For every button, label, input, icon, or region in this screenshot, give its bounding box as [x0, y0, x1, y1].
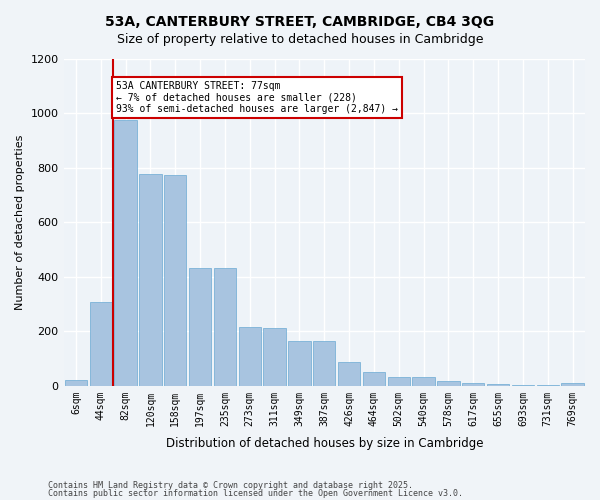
Bar [536, 385, 559, 386]
Bar [139, 174, 161, 386]
Bar [388, 377, 410, 386]
Bar [65, 380, 87, 386]
Bar [363, 372, 385, 386]
Y-axis label: Number of detached properties: Number of detached properties [15, 134, 25, 310]
Text: 53A, CANTERBURY STREET, CAMBRIDGE, CB4 3QG: 53A, CANTERBURY STREET, CAMBRIDGE, CB4 3… [106, 15, 494, 29]
Text: 53A CANTERBURY STREET: 77sqm
← 7% of detached houses are smaller (228)
93% of se: 53A CANTERBURY STREET: 77sqm ← 7% of det… [116, 81, 398, 114]
Bar [239, 327, 261, 386]
Bar [214, 268, 236, 386]
Bar [437, 381, 460, 386]
Text: Size of property relative to detached houses in Cambridge: Size of property relative to detached ho… [117, 32, 483, 46]
Bar [462, 383, 484, 386]
Bar [562, 383, 584, 386]
Bar [313, 341, 335, 386]
Bar [89, 302, 112, 386]
Bar [263, 328, 286, 386]
Bar [164, 174, 187, 386]
Bar [189, 268, 211, 386]
Bar [412, 377, 435, 386]
X-axis label: Distribution of detached houses by size in Cambridge: Distribution of detached houses by size … [166, 437, 483, 450]
Bar [115, 120, 137, 386]
Bar [512, 385, 534, 386]
Bar [487, 384, 509, 386]
Bar [288, 341, 311, 386]
Bar [338, 362, 360, 386]
Text: Contains HM Land Registry data © Crown copyright and database right 2025.: Contains HM Land Registry data © Crown c… [48, 481, 413, 490]
Text: Contains public sector information licensed under the Open Government Licence v3: Contains public sector information licen… [48, 488, 463, 498]
